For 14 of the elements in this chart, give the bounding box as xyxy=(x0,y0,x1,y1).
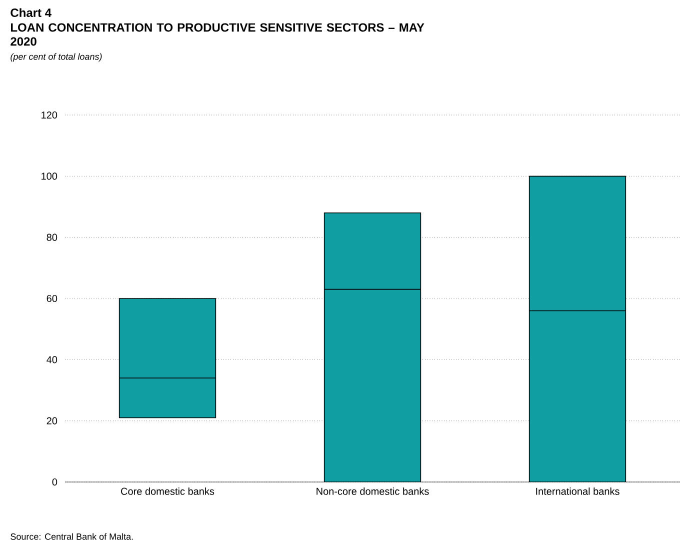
chart-subtitle: LOAN CONCENTRATION TO PRODUCTIVE SENSITIVE SECTORS – MAY 2020 xyxy=(10,23,424,46)
y-tick-label: 40 xyxy=(46,356,58,364)
text: (per cent of total loans) xyxy=(10,53,102,62)
y-tick-label: 80 xyxy=(46,234,58,241)
chart-title: Chart 4 xyxy=(10,8,52,18)
source-note: Source: Central Bank of Malta. xyxy=(10,533,133,540)
x-tick-label: International banks xyxy=(536,488,620,495)
x-tick-label: Core domestic banks xyxy=(121,488,214,495)
y-tick-label: 60 xyxy=(46,294,58,302)
x-tick-label: Non-core domestic banks xyxy=(316,488,429,495)
y-tick-label: 20 xyxy=(46,417,58,424)
y-tick-label: 0 xyxy=(52,478,58,486)
y-tick-label: 100 xyxy=(42,172,58,180)
y-tick-label: 120 xyxy=(42,111,58,119)
